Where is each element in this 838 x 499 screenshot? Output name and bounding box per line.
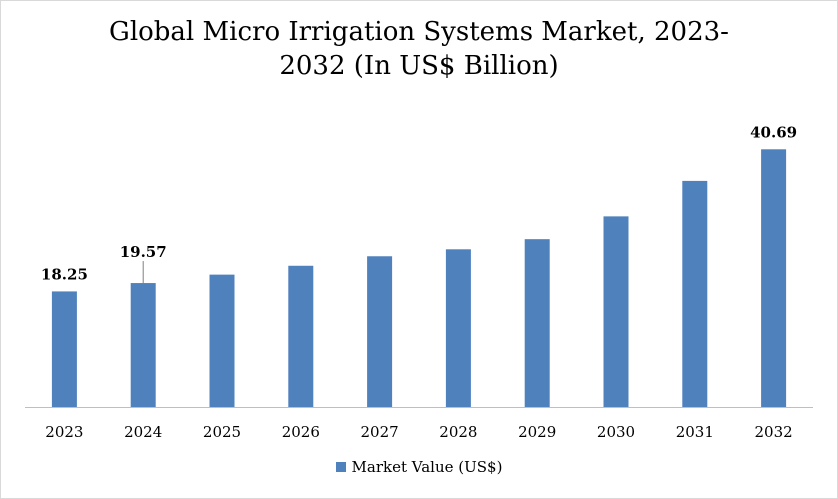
- bar-2029: [524, 239, 550, 407]
- x-tick-label: 2028: [439, 423, 477, 441]
- chart-title: Global Micro Irrigation Systems Market, …: [1, 15, 837, 83]
- bar-2026: [288, 265, 314, 407]
- chart-title-line-1: Global Micro Irrigation Systems Market, …: [109, 17, 729, 47]
- x-tick-label: 2031: [676, 423, 714, 441]
- x-tick-label: 2030: [597, 423, 635, 441]
- x-tick-label: 2029: [518, 423, 556, 441]
- data-label-2024: 19.57: [120, 243, 167, 261]
- x-tick-label: 2027: [361, 423, 399, 441]
- x-tick-label: 2025: [203, 423, 241, 441]
- chart-title-line-2: 2032 (In US$ Billion): [279, 51, 559, 81]
- legend-swatch: [335, 462, 346, 472]
- data-label-2023: 18.25: [41, 265, 88, 283]
- bar-2024: [130, 283, 156, 407]
- data-label-2032: 40.69: [750, 123, 797, 141]
- data-labels-group: 18.25 19.57 40.69: [41, 123, 797, 283]
- bar-2028: [445, 249, 471, 407]
- x-tick-label: 2026: [282, 423, 320, 441]
- x-tick-label: 2023: [45, 423, 83, 441]
- bar-2025: [209, 274, 235, 407]
- legend: Market Value (US$): [1, 458, 837, 476]
- x-tick-label: 2024: [124, 423, 162, 441]
- bar-2032: [761, 149, 787, 407]
- bar-2027: [367, 256, 393, 407]
- bar-2030: [603, 216, 629, 407]
- bar-2023: [51, 291, 77, 407]
- x-axis-ticks: 2023 2024 2025 2026 2027 2028 2029 2030 2031 2032: [45, 423, 792, 441]
- bars-group: [51, 149, 787, 407]
- bar-2031: [682, 180, 708, 407]
- x-tick-label: 2032: [755, 423, 793, 441]
- legend-label: Market Value (US$): [351, 458, 503, 476]
